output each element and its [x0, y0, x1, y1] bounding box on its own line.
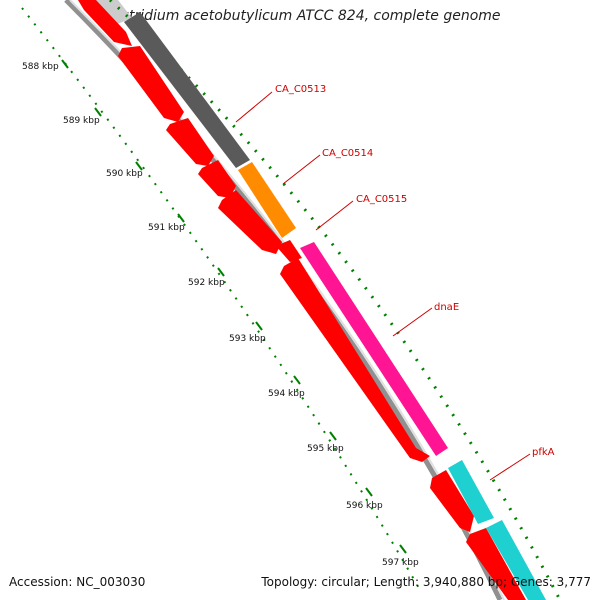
gene-cyan-2[interactable] — [486, 520, 546, 600]
gene-label-pfkA: pfkA — [532, 447, 555, 458]
cds-arrow-3 — [166, 118, 214, 166]
cds-arrow-8 — [430, 470, 474, 532]
gene-pfkA[interactable] — [448, 460, 494, 524]
kbp-ruler — [21, 7, 421, 591]
cds-arrow-7 — [280, 258, 430, 462]
gene-CA_C0514[interactable] — [238, 162, 296, 238]
cds-arrow-6 — [276, 240, 302, 262]
accession-label: Accession: NC_003030 — [9, 575, 146, 589]
cds-arrow-2 — [118, 46, 184, 122]
label-leader-lines — [235, 91, 531, 481]
tick-label-591: 591 kbp — [148, 223, 185, 233]
gene-label-CA_C0515: CA_C0515 — [356, 194, 407, 205]
tick-label-592: 592 kbp — [188, 278, 225, 288]
gene-label-CA_C0513: CA_C0513 — [275, 84, 326, 95]
tick-label-589: 589 kbp — [63, 116, 100, 126]
cds-arrow-9 — [466, 528, 526, 600]
gene-CA_C0513[interactable] — [124, 12, 250, 168]
tick-label-590: 590 kbp — [106, 169, 143, 179]
tick-label-588: 588 kbp — [22, 62, 59, 72]
topology-summary: Topology: circular; Length: 3,940,880 bp… — [261, 575, 591, 589]
cds-arrow-1 — [78, 0, 132, 46]
tick-label-597: 597 kbp — [382, 558, 419, 568]
gene-label-dnaE: dnaE — [434, 302, 459, 313]
tick-label-593: 593 kbp — [229, 334, 266, 344]
reverse-strand-cds[interactable] — [78, 0, 526, 600]
tick-label-594: 594 kbp — [268, 389, 305, 399]
tick-label-595: 595 kbp — [307, 444, 344, 454]
tick-label-596: 596 kbp — [346, 501, 383, 511]
map-title: Clostridium acetobutylicum ATCC 824, com… — [99, 8, 501, 24]
cds-arrow-5 — [218, 190, 282, 254]
gene-label-CA_C0514: CA_C0514 — [322, 148, 373, 159]
cds-arrow-4 — [198, 160, 236, 198]
ruler-major-ticks — [61, 59, 407, 554]
gene-dnaE[interactable] — [300, 242, 448, 456]
